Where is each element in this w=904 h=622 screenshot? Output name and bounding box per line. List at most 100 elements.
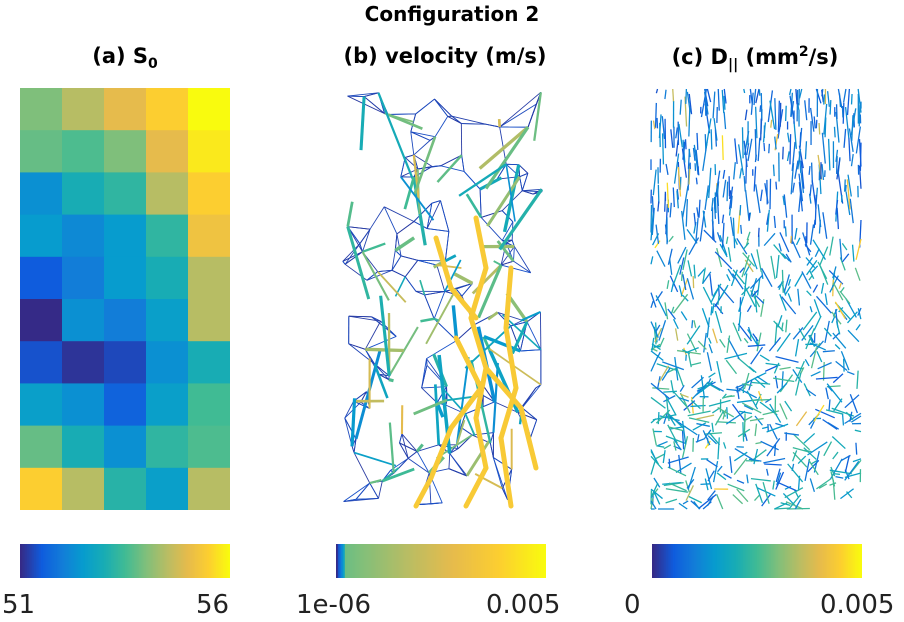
colorbar-segment xyxy=(776,544,779,578)
fiber-segment xyxy=(650,300,654,309)
colorbar-segment xyxy=(699,544,702,578)
fiber-segment xyxy=(764,463,782,466)
fiber-segment xyxy=(855,238,862,260)
fiber-segment xyxy=(661,368,671,381)
fiber-segment xyxy=(650,455,663,470)
vessel-segment-high xyxy=(483,365,524,411)
fiber-segment xyxy=(773,377,795,383)
fiber-segment xyxy=(805,388,817,397)
colorbar-segment xyxy=(175,544,179,578)
fiber-segment xyxy=(764,183,769,204)
fiber-segment xyxy=(815,408,835,419)
heatmap-cell xyxy=(188,299,230,342)
fiber-segment xyxy=(656,445,665,448)
fiber-segment xyxy=(678,502,688,510)
colorbar-segment xyxy=(112,544,116,578)
colorbar-segment xyxy=(757,544,760,578)
fiber-segment xyxy=(650,500,657,510)
fiber-segment xyxy=(804,449,812,453)
colorbar-segment xyxy=(512,544,516,578)
fiber-segment xyxy=(836,158,841,180)
colorbar-segment xyxy=(853,544,856,578)
colorbar-segment xyxy=(91,544,95,578)
fiber-segment xyxy=(818,122,821,135)
fiber-segment xyxy=(790,235,793,244)
colorbar-segment xyxy=(734,544,737,578)
colorbar-segment xyxy=(386,544,390,578)
colorbar-segment xyxy=(511,544,514,578)
panel-c-title-subscript: || xyxy=(727,57,739,74)
colorbar-segment xyxy=(84,544,88,578)
fiber-segment xyxy=(799,127,803,149)
fiber-segment xyxy=(663,395,676,403)
fiber-segment xyxy=(757,227,760,237)
colorbar-segment xyxy=(671,544,674,578)
fiber-segment xyxy=(723,111,727,130)
fiber-segment xyxy=(739,410,752,415)
fiber-segment xyxy=(652,414,676,421)
panel-c-title: (c) D|| (mm2/s) xyxy=(610,44,900,84)
vessel-segment xyxy=(351,446,355,453)
colorbar-segment xyxy=(476,544,479,578)
fiber-segment xyxy=(714,303,724,315)
vessel-segment xyxy=(407,457,430,474)
fiber-segment xyxy=(811,265,819,273)
fiber-segment xyxy=(785,286,791,295)
heatmap-cell xyxy=(188,383,230,427)
fiber-segment xyxy=(845,191,851,216)
fiber-segment xyxy=(789,95,795,120)
vessel-segment xyxy=(371,316,381,322)
fiber-segment xyxy=(809,224,815,245)
fiber-segment xyxy=(815,376,838,380)
colorbar-segment xyxy=(77,544,81,578)
colorbar-segment xyxy=(207,544,210,578)
colorbar-segment xyxy=(223,544,226,578)
fiber-segment xyxy=(797,288,801,306)
fiber-segment xyxy=(708,399,731,407)
colorbar-segment xyxy=(715,544,718,578)
fiber-segment xyxy=(675,139,679,157)
vessel-segment xyxy=(383,206,398,235)
fiber-segment xyxy=(673,441,677,451)
vessel-segment xyxy=(477,264,503,319)
fiber-segment xyxy=(857,308,862,320)
colorbar-segment xyxy=(790,544,793,578)
colorbar-c-max-label: 0.005 xyxy=(820,590,895,620)
fiber-segment xyxy=(739,267,745,274)
fiber-segment xyxy=(784,485,792,490)
fiber-segment xyxy=(734,138,738,164)
colorbar-segment xyxy=(191,544,194,578)
colorbar-segment xyxy=(744,544,748,578)
colorbar-segment xyxy=(498,544,502,578)
fiber-segment xyxy=(806,259,818,276)
vessel-segment xyxy=(421,387,438,404)
fiber-segment xyxy=(804,100,808,121)
colorbar-segment xyxy=(411,544,414,578)
colorbar-segment xyxy=(737,544,741,578)
fiber-segment xyxy=(750,477,771,482)
vessel-segment xyxy=(400,255,418,261)
vessel-segment xyxy=(513,246,532,273)
colorbar-segment xyxy=(362,544,365,578)
fiber-segment xyxy=(655,88,659,94)
fiber-segment xyxy=(681,420,687,445)
colorbar-segment xyxy=(755,544,758,578)
fiber-segment xyxy=(757,137,761,162)
fiber-segment xyxy=(716,472,727,481)
vessel-segment xyxy=(460,413,466,428)
colorbar-segment xyxy=(786,544,790,578)
colorbar-segment xyxy=(409,544,412,578)
fiber-segment xyxy=(681,436,689,458)
fiber-segment xyxy=(736,479,745,484)
heatmap-cell xyxy=(20,383,63,427)
fiber-segment xyxy=(854,267,861,281)
fiber-segment xyxy=(715,170,721,198)
colorbar-segment xyxy=(483,544,486,578)
colorbar-segment xyxy=(98,544,102,578)
fiber-segment xyxy=(711,422,714,433)
colorbar-segment xyxy=(116,544,119,578)
colorbar-segment xyxy=(816,544,819,578)
fiber-segment xyxy=(685,88,688,104)
fiber-segment xyxy=(822,361,825,381)
fiber-segment xyxy=(846,371,855,376)
